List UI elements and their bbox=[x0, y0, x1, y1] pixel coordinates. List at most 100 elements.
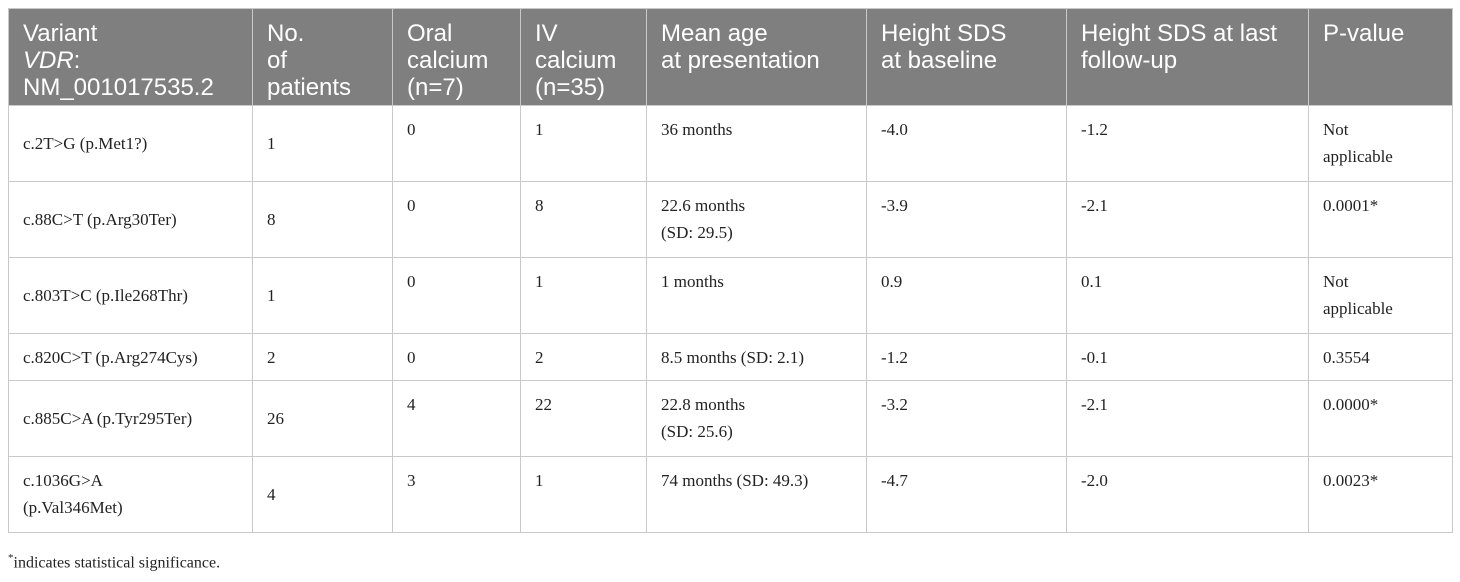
header-label: Height SDS at baseline bbox=[881, 20, 1007, 74]
cell-variant: c.885C>A (p.Tyr295Ter) bbox=[8, 380, 253, 457]
cell-text: 3 bbox=[407, 471, 416, 490]
cell-patients: 2 bbox=[252, 333, 393, 381]
cell-text: 1 bbox=[267, 134, 276, 153]
cell-baseline: -3.2 bbox=[866, 380, 1067, 457]
cell-text: 1 bbox=[267, 286, 276, 305]
header-gene-name: VDR bbox=[23, 47, 74, 74]
cell-text: 8 bbox=[267, 210, 276, 229]
cell-text: 0 bbox=[407, 196, 416, 215]
cell-text: 0.0001* bbox=[1323, 196, 1379, 215]
cell-patients: 26 bbox=[252, 380, 393, 457]
table-row: c.820C>T (p.Arg274Cys) 2 0 2 8.5 months … bbox=[8, 333, 1453, 381]
cell-text: 1 bbox=[535, 471, 544, 490]
cell-text: 0 bbox=[407, 272, 416, 291]
cell-p-value: 0.3554 bbox=[1308, 333, 1453, 381]
header-row: Variant VDR: NM_001017535.2 No. of patie… bbox=[8, 8, 1453, 106]
header-label: P-value bbox=[1323, 20, 1405, 47]
cell-oral: 3 bbox=[392, 456, 521, 533]
cell-age: 22.8 months (SD: 25.6) bbox=[646, 380, 867, 457]
cell-patients: 1 bbox=[252, 257, 393, 334]
results-table-container: Variant VDR: NM_001017535.2 No. of patie… bbox=[8, 8, 1453, 533]
cell-text: 0 bbox=[407, 348, 416, 367]
cell-variant: c.2T>G (p.Met1?) bbox=[8, 105, 253, 182]
cell-oral: 0 bbox=[392, 181, 521, 258]
cell-p-value: 0.0023* bbox=[1308, 456, 1453, 533]
cell-text: 26 bbox=[267, 409, 284, 428]
cell-age: 74 months (SD: 49.3) bbox=[646, 456, 867, 533]
header-height-sds-baseline: Height SDS at baseline bbox=[866, 8, 1067, 106]
cell-text: -2.1 bbox=[1081, 395, 1108, 414]
cell-text: -4.0 bbox=[881, 120, 908, 139]
cell-p-value: Not applicable bbox=[1308, 257, 1453, 334]
cell-text: 2 bbox=[267, 348, 276, 367]
cell-age: 22.6 months (SD: 29.5) bbox=[646, 181, 867, 258]
cell-baseline: -3.9 bbox=[866, 181, 1067, 258]
cell-text: 0.9 bbox=[881, 272, 903, 291]
cell-baseline: -4.7 bbox=[866, 456, 1067, 533]
cell-text: 0.3554 bbox=[1323, 348, 1370, 367]
cell-text: 74 months (SD: 49.3) bbox=[661, 471, 809, 490]
cell-iv: 1 bbox=[520, 105, 647, 182]
cell-text: 4 bbox=[267, 485, 276, 504]
cell-baseline: -4.0 bbox=[866, 105, 1067, 182]
cell-text: 22 bbox=[535, 395, 552, 414]
cell-p-value: 0.0000* bbox=[1308, 380, 1453, 457]
header-iv-calcium: IV calcium (n=35) bbox=[520, 8, 647, 106]
cell-text: 2 bbox=[535, 348, 544, 367]
header-no-of-patients: No. of patients bbox=[252, 8, 393, 106]
cell-text: Not applicable bbox=[1323, 120, 1393, 166]
header-variant: Variant VDR: NM_001017535.2 bbox=[8, 8, 253, 106]
cell-text: 22.6 months (SD: 29.5) bbox=[661, 196, 746, 242]
cell-text: c.820C>T (p.Arg274Cys) bbox=[23, 348, 198, 367]
cell-text: -4.7 bbox=[881, 471, 908, 490]
cell-iv: 22 bbox=[520, 380, 647, 457]
header-transcript-id: : NM_001017535.2 bbox=[23, 47, 214, 101]
cell-text: -1.2 bbox=[881, 348, 908, 367]
cell-variant: c.88C>T (p.Arg30Ter) bbox=[8, 181, 253, 258]
footnote-mark: * bbox=[8, 552, 14, 564]
cell-patients: 4 bbox=[252, 456, 393, 533]
cell-iv: 1 bbox=[520, 456, 647, 533]
cell-age: 1 months bbox=[646, 257, 867, 334]
cell-last: -2.1 bbox=[1066, 380, 1309, 457]
cell-p-value: 0.0001* bbox=[1308, 181, 1453, 258]
header-height-sds-last: Height SDS at last follow-up bbox=[1066, 8, 1309, 106]
variant-results-table: Variant VDR: NM_001017535.2 No. of patie… bbox=[8, 8, 1453, 533]
cell-text: c.2T>G (p.Met1?) bbox=[23, 134, 148, 153]
cell-p-value: Not applicable bbox=[1308, 105, 1453, 182]
footnote-text: indicates statistical significance. bbox=[13, 554, 221, 572]
cell-patients: 8 bbox=[252, 181, 393, 258]
cell-age: 8.5 months (SD: 2.1) bbox=[646, 333, 867, 381]
cell-text: 1 bbox=[535, 272, 544, 291]
cell-oral: 4 bbox=[392, 380, 521, 457]
cell-variant: c.1036G>A (p.Val346Met) bbox=[8, 456, 253, 533]
header-label: Mean age at presentation bbox=[661, 20, 820, 74]
cell-text: 0.0000* bbox=[1323, 395, 1379, 414]
cell-text: -3.9 bbox=[881, 196, 908, 215]
cell-oral: 0 bbox=[392, 105, 521, 182]
cell-iv: 1 bbox=[520, 257, 647, 334]
cell-text: -1.2 bbox=[1081, 120, 1108, 139]
cell-text: c.803T>C (p.Ile268Thr) bbox=[23, 286, 188, 305]
table-row: c.88C>T (p.Arg30Ter) 8 0 8 22.6 months (… bbox=[8, 181, 1453, 258]
cell-text: c.885C>A (p.Tyr295Ter) bbox=[23, 409, 193, 428]
header-label: Height SDS at last follow-up bbox=[1081, 20, 1278, 74]
cell-text: 1 months bbox=[661, 272, 724, 291]
table-row: c.803T>C (p.Ile268Thr) 1 0 1 1 months 0.… bbox=[8, 257, 1453, 334]
cell-text: 36 months bbox=[661, 120, 733, 139]
cell-patients: 1 bbox=[252, 105, 393, 182]
table-row: c.2T>G (p.Met1?) 1 0 1 36 months -4.0 -1… bbox=[8, 105, 1453, 182]
table-row: c.1036G>A (p.Val346Met) 4 3 1 74 months … bbox=[8, 456, 1453, 533]
cell-text: 1 bbox=[535, 120, 544, 139]
cell-text: c.88C>T (p.Arg30Ter) bbox=[23, 210, 177, 229]
header-oral-calcium: Oral calcium (n=7) bbox=[392, 8, 521, 106]
cell-baseline: 0.9 bbox=[866, 257, 1067, 334]
cell-text: -2.0 bbox=[1081, 471, 1108, 490]
cell-age: 36 months bbox=[646, 105, 867, 182]
header-mean-age: Mean age at presentation bbox=[646, 8, 867, 106]
cell-iv: 2 bbox=[520, 333, 647, 381]
cell-text: c.1036G>A (p.Val346Met) bbox=[23, 471, 123, 517]
cell-oral: 0 bbox=[392, 257, 521, 334]
cell-last: -2.1 bbox=[1066, 181, 1309, 258]
cell-last: 0.1 bbox=[1066, 257, 1309, 334]
